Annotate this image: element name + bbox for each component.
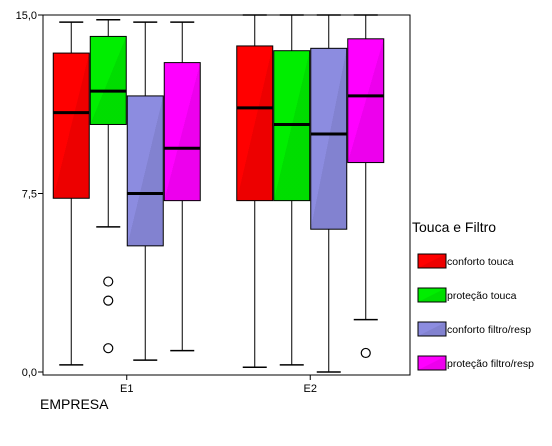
boxes-layer xyxy=(52,14,385,373)
legend: Touca e Filtro conforto touca proteção tou… xyxy=(412,219,534,371)
box-shade xyxy=(347,38,384,163)
x-tick-label: E2 xyxy=(304,383,317,395)
outlier-point xyxy=(103,343,114,354)
box-shade xyxy=(90,36,127,125)
legend-swatch-shade xyxy=(418,322,446,336)
outlier-point xyxy=(103,276,114,287)
legend-label: conforto touca xyxy=(447,256,514,268)
y-tick-label: 15,0 xyxy=(16,10,37,22)
outlier-point xyxy=(360,347,371,359)
box-shade xyxy=(164,62,201,201)
y-tick-label: 7,5 xyxy=(22,189,37,201)
x-axis-title: EMPRESA xyxy=(40,396,109,412)
x-tick-label: E1 xyxy=(120,383,133,395)
y-tick-label: 0,0 xyxy=(22,367,37,379)
legend-label: proteção filtro/resp xyxy=(447,358,534,370)
legend-swatch-shade xyxy=(418,288,446,302)
outlier-point xyxy=(103,295,114,306)
box-shade xyxy=(310,48,347,230)
legend-label: conforto filtro/resp xyxy=(447,324,531,336)
axes-layer: 0,0 7,5 15,0 E1 E2 xyxy=(16,10,317,395)
legend-label: proteção touca xyxy=(447,290,517,302)
legend-swatch-shade xyxy=(418,254,446,268)
legend-title: Touca e Filtro xyxy=(412,219,496,235)
box-shade xyxy=(53,53,90,199)
box-shade xyxy=(127,95,164,246)
legend-swatch-shade xyxy=(418,356,446,370)
box-shade xyxy=(236,45,273,201)
